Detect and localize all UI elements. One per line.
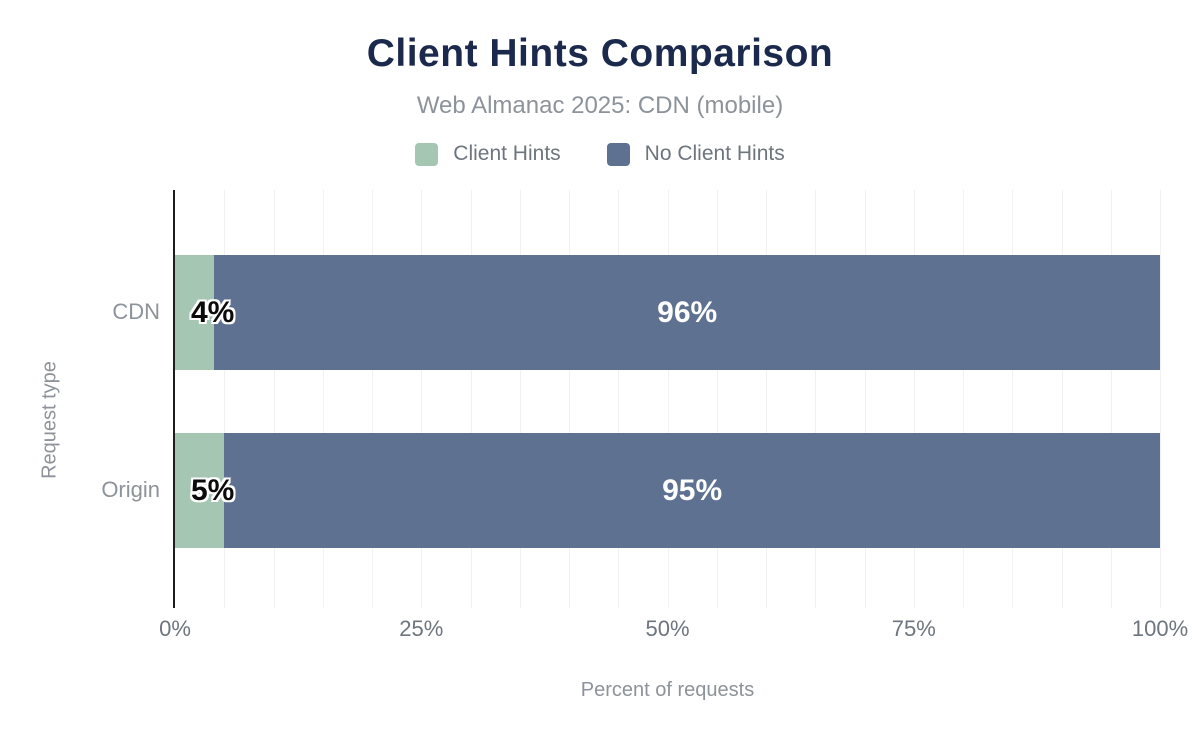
bar-value-label: 96% [657,295,718,329]
legend-swatch-icon [415,142,439,166]
y-axis-category-labels: CDN Origin [0,190,160,600]
x-axis-ticks: 0% 25% 50% 75% 100% [159,616,1188,642]
chart-title: Client Hints Comparison [366,32,834,75]
gridline [618,190,620,608]
bar-row-origin: 95% 5% [175,433,1160,548]
gridline [322,190,324,608]
gridline [963,190,964,608]
x-tick-label: 75% [891,616,936,641]
category-label-cdn: CDN [112,299,160,324]
y-axis-line [173,190,175,608]
gridline [273,190,275,608]
bar-segment-cdn-client-hints[interactable] [175,255,215,370]
legend-item-client-hints[interactable]: Client Hints [415,142,561,166]
gridline [569,190,570,608]
x-tick-label: 25% [399,616,444,641]
gridline [372,190,373,608]
x-tick-label: 0% [159,616,191,641]
legend: Client Hints No Client Hints [0,142,1200,166]
gridline [864,190,866,608]
gridline [1012,190,1014,608]
legend-item-no-client-hints[interactable]: No Client Hints [606,142,785,166]
plot-area: 96% 4% 95% 5% [173,190,1161,608]
chart-subtitle: Web Almanac 2025: CDN (mobile) [416,92,784,119]
x-tick-label: 100% [1131,616,1189,641]
bar-value-label: 95% [662,473,723,507]
gridline [913,190,915,608]
x-axis-title: Percent of requests [580,679,755,701]
bar-segment-origin-client-hints[interactable] [175,433,225,548]
gridline [766,190,767,608]
category-label-origin: Origin [101,477,160,502]
legend-label: Client Hints [453,142,561,165]
gridline [519,190,521,608]
legend-swatch-icon [606,142,630,166]
gridline [470,190,472,608]
gridline [1061,190,1063,608]
x-tick-label: 50% [645,616,690,641]
gridline [716,190,718,608]
bar-segment-origin-no-client-hints[interactable]: 95% [224,433,1160,548]
gridline [1160,190,1161,608]
bar-value-label: 5% [191,473,235,507]
legend-label: No Client Hints [644,142,785,165]
gridline [224,190,226,608]
bar-row-cdn: 96% 4% [175,255,1160,370]
bar-segment-cdn-no-client-hints[interactable]: 96% [214,255,1160,370]
gridline [421,190,423,608]
gridline [1110,190,1112,608]
gridline [815,190,817,608]
bar-value-label: 4% [191,295,235,329]
gridline [667,190,669,608]
y-axis-title: Request type [38,361,61,479]
